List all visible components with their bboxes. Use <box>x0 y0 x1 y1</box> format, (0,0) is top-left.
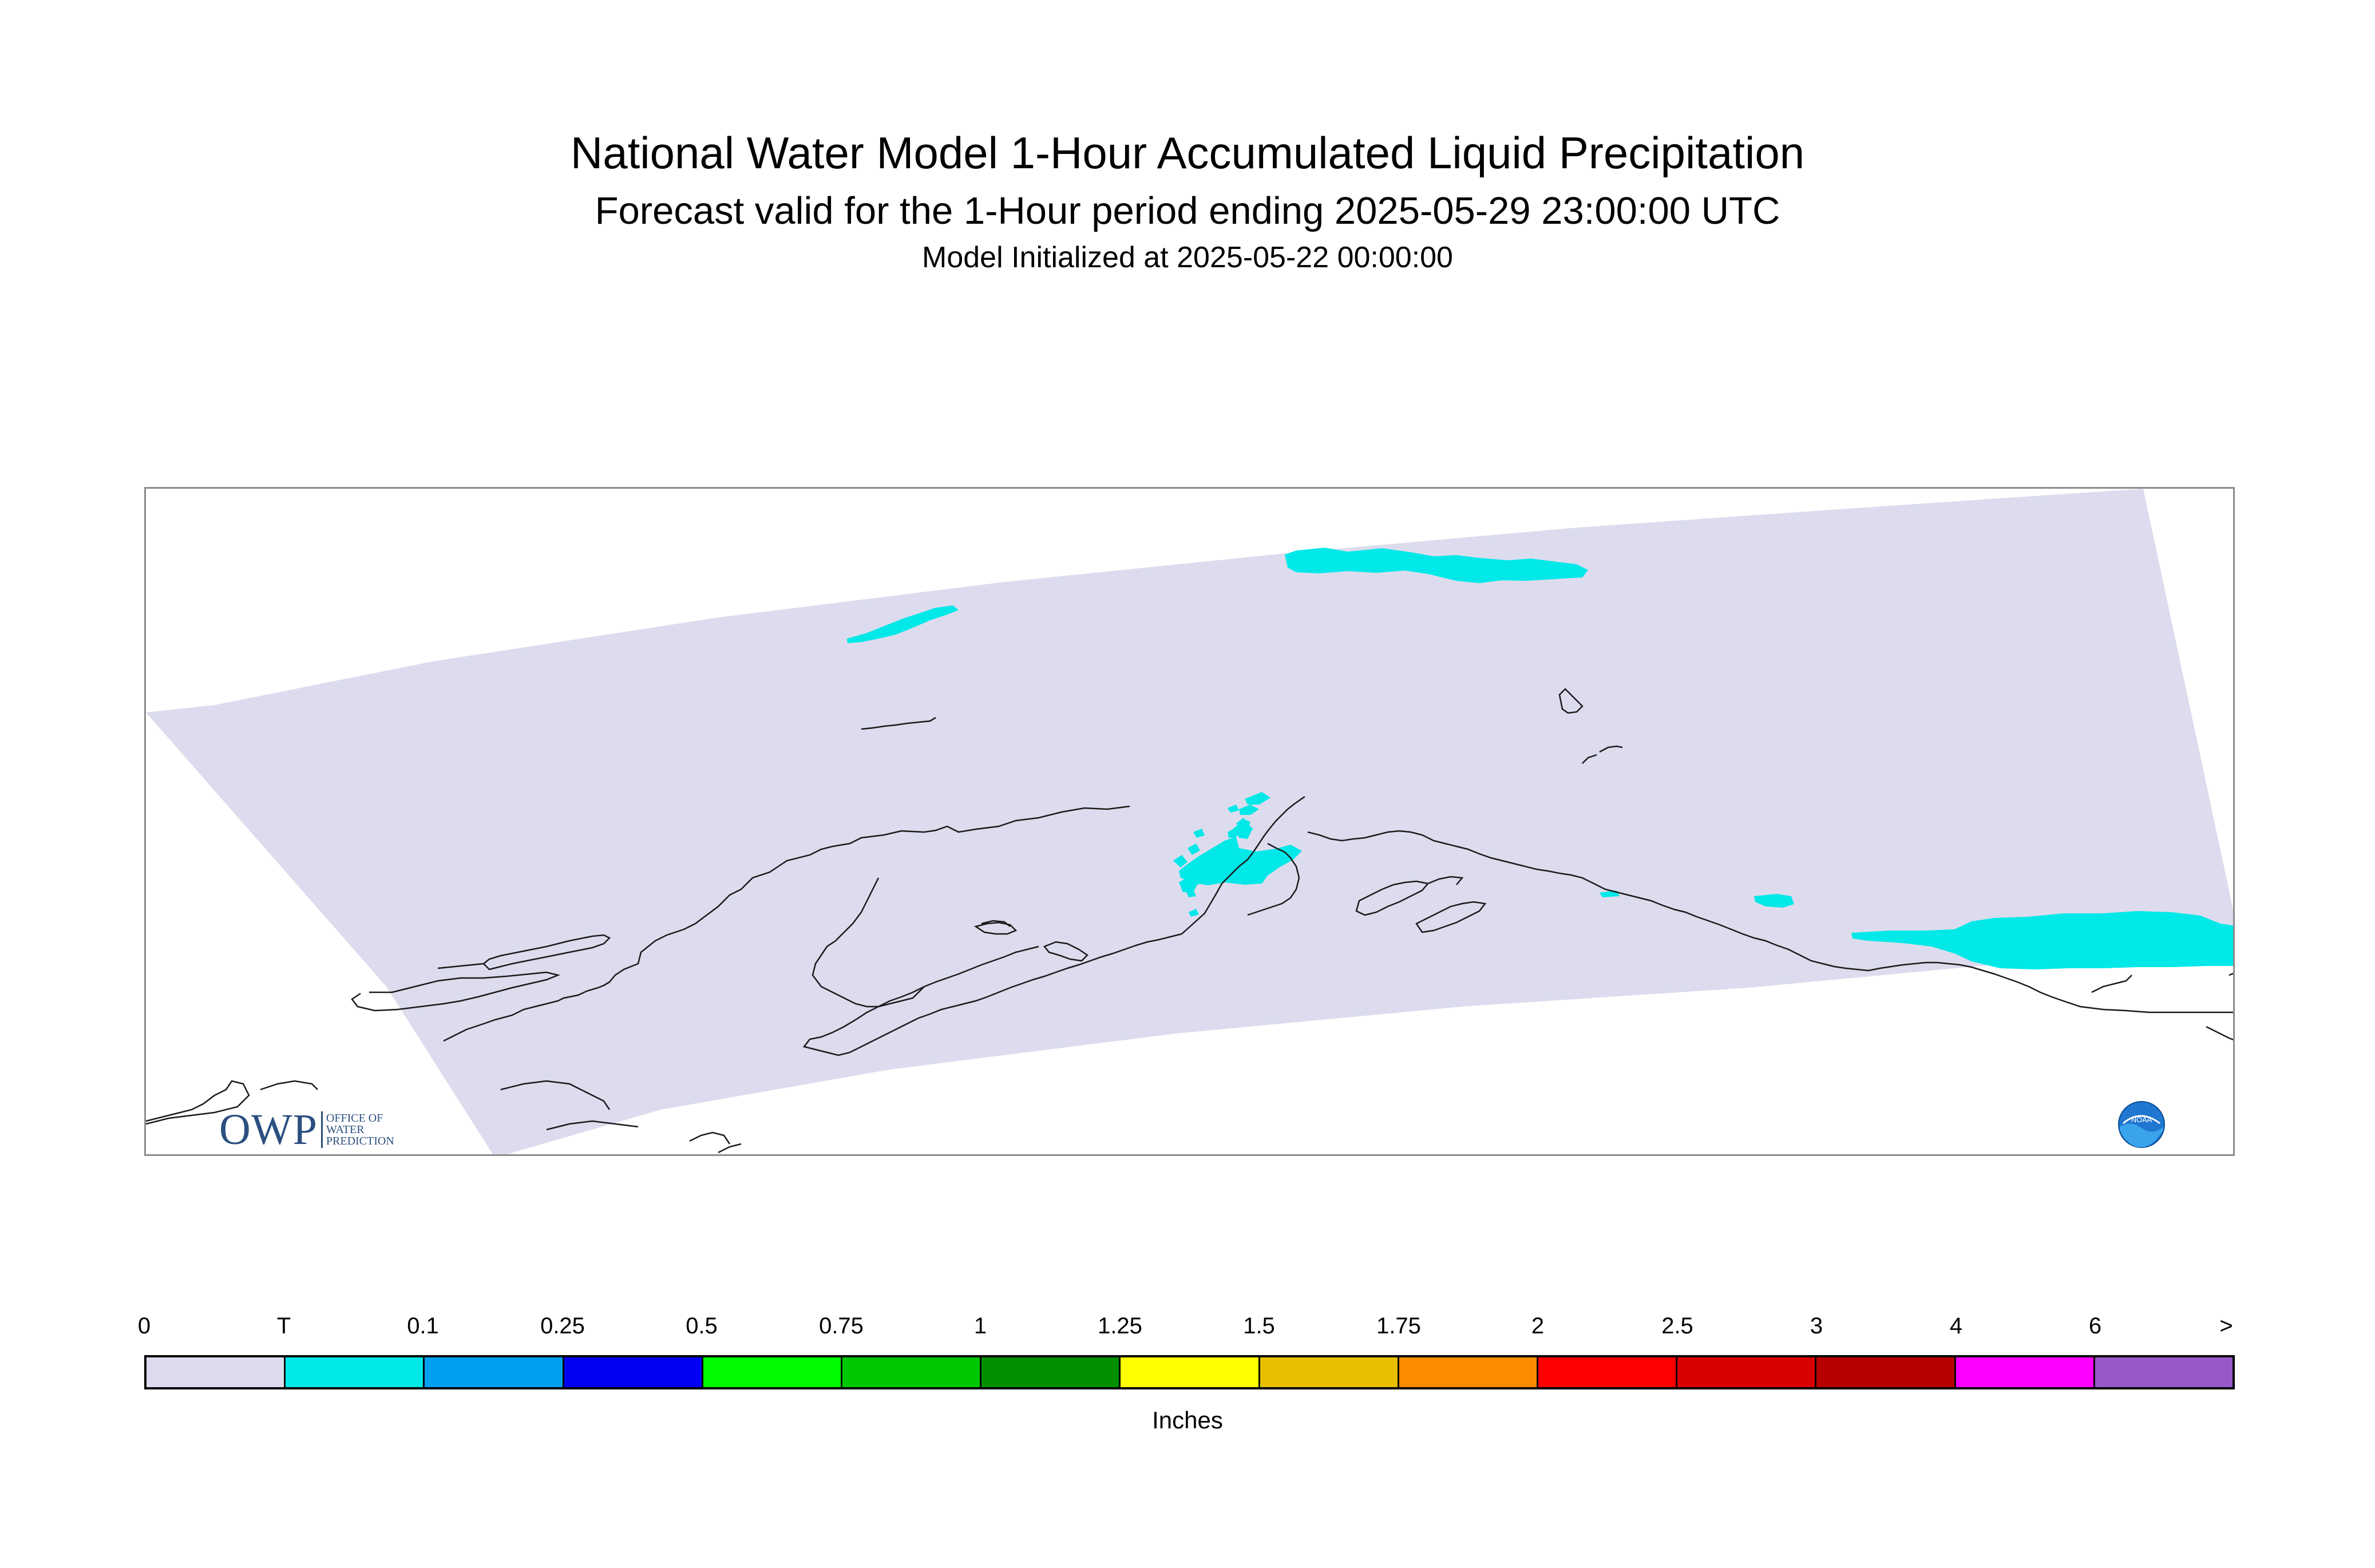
coastline-main <box>443 805 1130 1042</box>
precip-area-north <box>1285 548 1588 583</box>
coastline-southeast <box>2028 985 2233 1013</box>
legend-tick: 1.5 <box>1243 1313 1275 1339</box>
precip-area-east-medium <box>1754 894 1794 908</box>
precip-area-southeast <box>1851 911 2233 969</box>
coastline-bottom-2 <box>718 1143 742 1154</box>
coastline-north-island <box>1558 688 1584 714</box>
legend-swatch <box>1538 1357 1678 1387</box>
coastline-kodiak <box>1355 880 1430 916</box>
legend-swatch <box>425 1357 564 1387</box>
precip-area-kodiak-north <box>1190 873 1208 885</box>
legend-tick: 0.75 <box>819 1313 864 1339</box>
legend-swatch <box>1956 1357 2095 1387</box>
legend-tick: 6 <box>2088 1313 2102 1339</box>
legend-swatch <box>286 1357 425 1387</box>
coastline-kodiak-2 <box>1415 901 1487 933</box>
noaa-logo: NOAA <box>2118 1101 2165 1148</box>
coastline-north-island-3 <box>1582 754 1597 764</box>
owp-logo-line-3: PREDICTION <box>326 1135 394 1147</box>
coastline-afognak <box>1427 876 1464 885</box>
precip-area-north-of-central <box>1239 805 1259 815</box>
precip-area-small-mid <box>1188 844 1200 855</box>
coastline-bering-north <box>437 963 484 969</box>
precip-area-cook-island <box>1189 909 1199 917</box>
precip-area-northwest <box>847 605 959 643</box>
coastline-chukotka-2 <box>260 1080 318 1091</box>
legend-swatch <box>981 1357 1121 1387</box>
legend-swatch <box>1399 1357 1539 1387</box>
legend-swatch <box>2095 1357 2233 1387</box>
owp-logo-divider <box>320 1111 323 1148</box>
map-title: National Water Model 1-Hour Accumulated … <box>570 128 1805 178</box>
noaa-logo-text: NOAA <box>2131 1115 2152 1124</box>
coastline-island-1 <box>973 921 1018 935</box>
legend-tick: 0.1 <box>407 1313 439 1339</box>
coastline-southwest-2 <box>546 1120 639 1131</box>
precip-area-northwest-of-central <box>1239 829 1244 832</box>
legend-tick: > <box>2219 1313 2233 1339</box>
coastline-aleutian-chain <box>924 945 1039 988</box>
precip-areas <box>847 548 2233 969</box>
legend-tick: 1.25 <box>1098 1313 1142 1339</box>
owp-logo-line-1: OFFICE OF <box>326 1112 383 1124</box>
coastline-nunivak <box>981 920 1011 927</box>
precip-area-talkeetna-patch <box>1228 805 1239 813</box>
legend-swatch <box>564 1357 703 1387</box>
legend-swatch <box>1816 1357 1956 1387</box>
coastline-chukotka <box>146 1080 250 1125</box>
coastline-st-lawrence <box>482 934 611 971</box>
legend-tick: 2 <box>1531 1313 1545 1339</box>
precip-area-upper-patch-main <box>1242 826 1249 836</box>
coastline-east-edge-2 <box>2206 1025 2233 1041</box>
coastline-kenai <box>1247 842 1300 916</box>
legend-swatch <box>703 1357 843 1387</box>
coastline-bristol <box>812 877 925 1008</box>
legend-tick: 2.5 <box>1661 1313 1693 1339</box>
coastline-north-island-2 <box>1599 745 1623 753</box>
coastline-pws <box>1307 830 2029 988</box>
model-init-time: Model Initialized at 2025-05-22 00:00:00 <box>922 241 1453 274</box>
owp-logo: OWP OFFICE OF WATER PREDICTION <box>219 1105 394 1154</box>
legend-units-label: Inches <box>1152 1407 1223 1434</box>
coastline-island-2 <box>1043 941 1088 962</box>
legend-tick: 4 <box>1949 1313 1963 1339</box>
precip-area-central <box>1179 837 1302 885</box>
owp-logo-subtitle: OFFICE OF WATER PREDICTION <box>326 1112 394 1147</box>
legend-swatch <box>1260 1357 1399 1387</box>
coastlines <box>146 688 2233 1154</box>
map-canvas <box>146 489 2233 1154</box>
legend-tick: 0.25 <box>540 1313 585 1339</box>
legend-tick: 3 <box>1810 1313 1823 1339</box>
precip-area-cook-west <box>1193 829 1205 838</box>
legend-swatch <box>1121 1357 1260 1387</box>
legend-swatch <box>1677 1357 1817 1387</box>
model-domain <box>146 489 2233 1154</box>
legend-tick: T <box>276 1313 291 1339</box>
coastline-southwest <box>500 1080 611 1110</box>
legend-tick: 0.5 <box>686 1313 718 1339</box>
owp-logo-text: OWP <box>219 1105 318 1154</box>
map-subtitle: Forecast valid for the 1-Hour period end… <box>595 189 1780 232</box>
precip-area-north-of-central2 <box>1245 792 1270 805</box>
legend-tick: 0 <box>137 1313 151 1339</box>
coastline-east-edge <box>2228 972 2233 976</box>
coastline-bottom <box>689 1131 731 1145</box>
precip-area-small-west <box>1186 889 1196 897</box>
precip-area-central-west <box>1173 855 1188 868</box>
legend-tick: 1.75 <box>1376 1313 1421 1339</box>
legend-swatch <box>147 1357 286 1387</box>
coastline-inlet <box>1181 795 1305 935</box>
legend-swatch <box>842 1357 982 1387</box>
coastline-bc <box>2091 975 2132 993</box>
coastline-nw-peninsula <box>861 716 936 730</box>
legend-tick: 1 <box>973 1313 987 1339</box>
legend-colorbar <box>144 1355 2235 1389</box>
precip-area-north-blob <box>1236 821 1249 832</box>
map-panel: OWP OFFICE OF WATER PREDICTION NOAA <box>144 487 2235 1156</box>
coastline-peninsula <box>802 933 1182 1056</box>
coastline-aleutian-west <box>351 971 561 1012</box>
owp-logo-line-2: WATER <box>326 1123 365 1136</box>
